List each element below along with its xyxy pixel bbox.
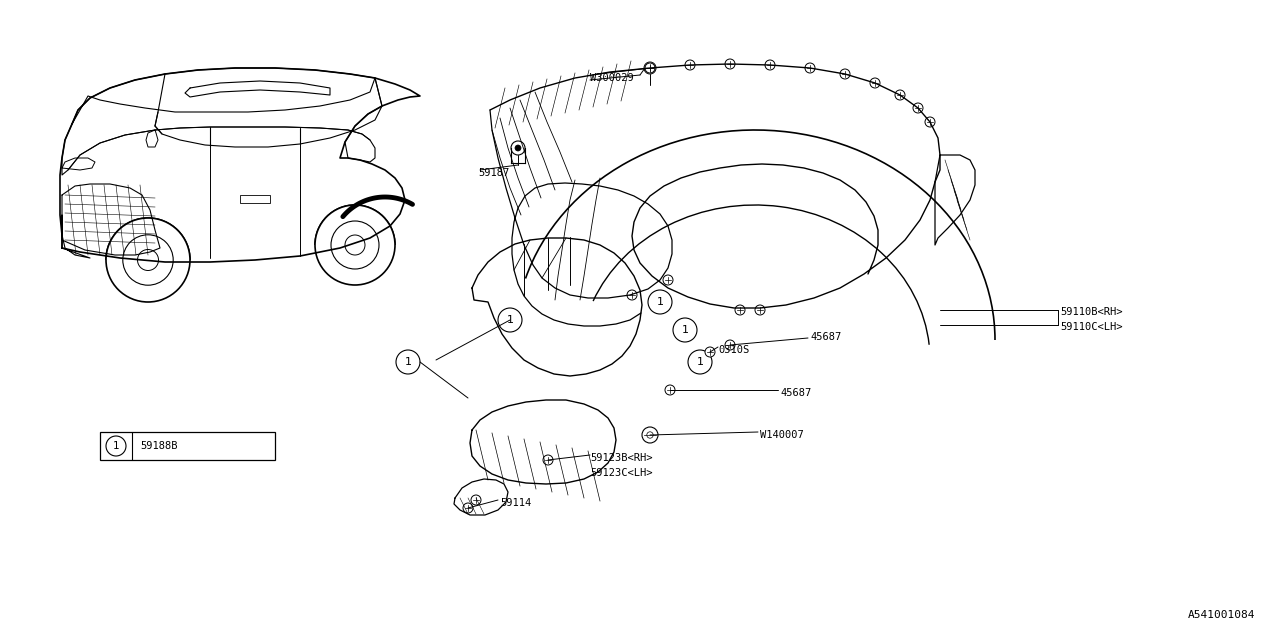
Circle shape: [765, 60, 774, 70]
Text: 59114: 59114: [500, 498, 531, 508]
Text: 45687: 45687: [780, 388, 812, 398]
Circle shape: [543, 455, 553, 465]
Text: 59123C<LH>: 59123C<LH>: [590, 468, 653, 478]
Text: 1: 1: [696, 357, 704, 367]
Text: A541001084: A541001084: [1188, 610, 1254, 620]
Circle shape: [627, 290, 637, 300]
Text: 59188B: 59188B: [140, 441, 178, 451]
FancyBboxPatch shape: [100, 432, 275, 460]
Circle shape: [463, 503, 474, 513]
Circle shape: [685, 60, 695, 70]
Text: 1: 1: [507, 315, 513, 325]
Circle shape: [511, 141, 525, 155]
Circle shape: [396, 350, 420, 374]
Text: 1: 1: [404, 357, 411, 367]
Circle shape: [755, 305, 765, 315]
Circle shape: [705, 347, 716, 357]
Circle shape: [689, 350, 712, 374]
Circle shape: [840, 69, 850, 79]
Circle shape: [515, 145, 521, 151]
Text: 45687: 45687: [810, 332, 841, 342]
Circle shape: [666, 385, 675, 395]
Circle shape: [735, 305, 745, 315]
Text: 1: 1: [113, 441, 119, 451]
Circle shape: [346, 235, 365, 255]
Text: W140007: W140007: [760, 430, 804, 440]
FancyBboxPatch shape: [241, 195, 270, 203]
Circle shape: [870, 78, 881, 88]
Circle shape: [137, 250, 159, 271]
Circle shape: [648, 290, 672, 314]
Text: W300029: W300029: [590, 73, 634, 83]
Circle shape: [724, 59, 735, 69]
Circle shape: [645, 63, 655, 73]
Text: 0310S: 0310S: [718, 345, 749, 355]
Circle shape: [471, 495, 481, 505]
Text: 1: 1: [657, 297, 663, 307]
Text: 59110B<RH>: 59110B<RH>: [1060, 307, 1123, 317]
Circle shape: [913, 103, 923, 113]
Circle shape: [895, 90, 905, 100]
Circle shape: [805, 63, 815, 73]
Circle shape: [315, 205, 396, 285]
Circle shape: [106, 218, 189, 302]
Circle shape: [643, 427, 658, 443]
Circle shape: [925, 117, 934, 127]
Circle shape: [673, 318, 698, 342]
Circle shape: [106, 436, 125, 456]
Text: 59110C<LH>: 59110C<LH>: [1060, 322, 1123, 332]
Text: 1: 1: [681, 325, 689, 335]
Circle shape: [498, 308, 522, 332]
Text: 59187: 59187: [477, 168, 509, 178]
Text: 59123B<RH>: 59123B<RH>: [590, 453, 653, 463]
Circle shape: [663, 275, 673, 285]
Circle shape: [724, 340, 735, 350]
Circle shape: [644, 62, 657, 74]
